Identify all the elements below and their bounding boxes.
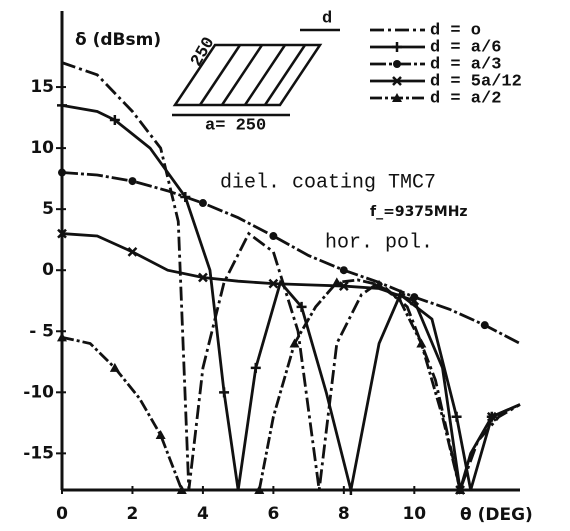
x-tick-label: 0 [56,504,68,524]
marker [269,232,278,241]
y-axis-label: δ (dBsm) [75,30,161,50]
y-tick-label: - 5 [29,321,54,341]
marker [250,362,261,373]
marker [109,115,120,126]
marker [392,93,402,102]
x-tick-label: 8 [338,504,350,524]
marker [409,295,420,306]
legend-label: d = a/6 [430,38,501,57]
marker [155,430,166,440]
marker [289,338,300,348]
marker [109,362,120,372]
x-tick-label: 10 [402,504,426,524]
marker [268,278,279,289]
y-tick-label: 0 [42,260,54,280]
legend-label: d = o [430,21,481,40]
legend-label: d = 5a/12 [430,72,522,91]
inset-label: 250 [188,34,220,70]
marker [339,266,348,275]
marker [338,281,349,291]
marker [128,177,137,186]
y-tick-label: -10 [23,382,54,402]
marker [219,387,230,398]
marker [57,332,67,342]
legend-label: d = a/3 [430,55,501,74]
marker [57,228,67,239]
marker [296,301,307,312]
y-tick-label: -15 [23,443,54,463]
y-tick-label: 5 [42,199,54,219]
inset-diagram [172,28,340,117]
annotation: f_=9375MHz [370,204,468,220]
x-tick-label: 2 [127,504,139,524]
y-tick-label: 10 [30,138,54,158]
marker [254,485,265,494]
marker [480,321,489,330]
marker [451,411,462,422]
marker [486,411,497,422]
marker [176,485,187,494]
marker [374,279,385,289]
marker [57,100,67,111]
series-line [61,103,521,491]
x-tick-label: 6 [267,504,279,524]
x-axis-label: θ (DEG) [460,505,533,525]
annotation: diel. coating TMC7 [220,171,436,194]
y-tick-label: 15 [30,77,54,97]
series-line [61,278,462,491]
marker [416,338,427,348]
marker [58,168,66,177]
annotation: hor. pol. [325,231,433,254]
marker [331,277,342,287]
marker [198,272,208,283]
inset-label: d [322,9,332,28]
series-line [61,232,521,491]
marker [393,60,401,68]
marker [127,247,138,257]
marker [198,199,207,208]
series-line [61,171,521,345]
marker [455,485,466,494]
marker [345,485,356,495]
marker [392,76,402,86]
x-tick-label: 4 [197,504,209,524]
marker [392,42,402,52]
legend-label: d = a/2 [430,89,501,108]
inset-label: a= 250 [205,116,266,135]
